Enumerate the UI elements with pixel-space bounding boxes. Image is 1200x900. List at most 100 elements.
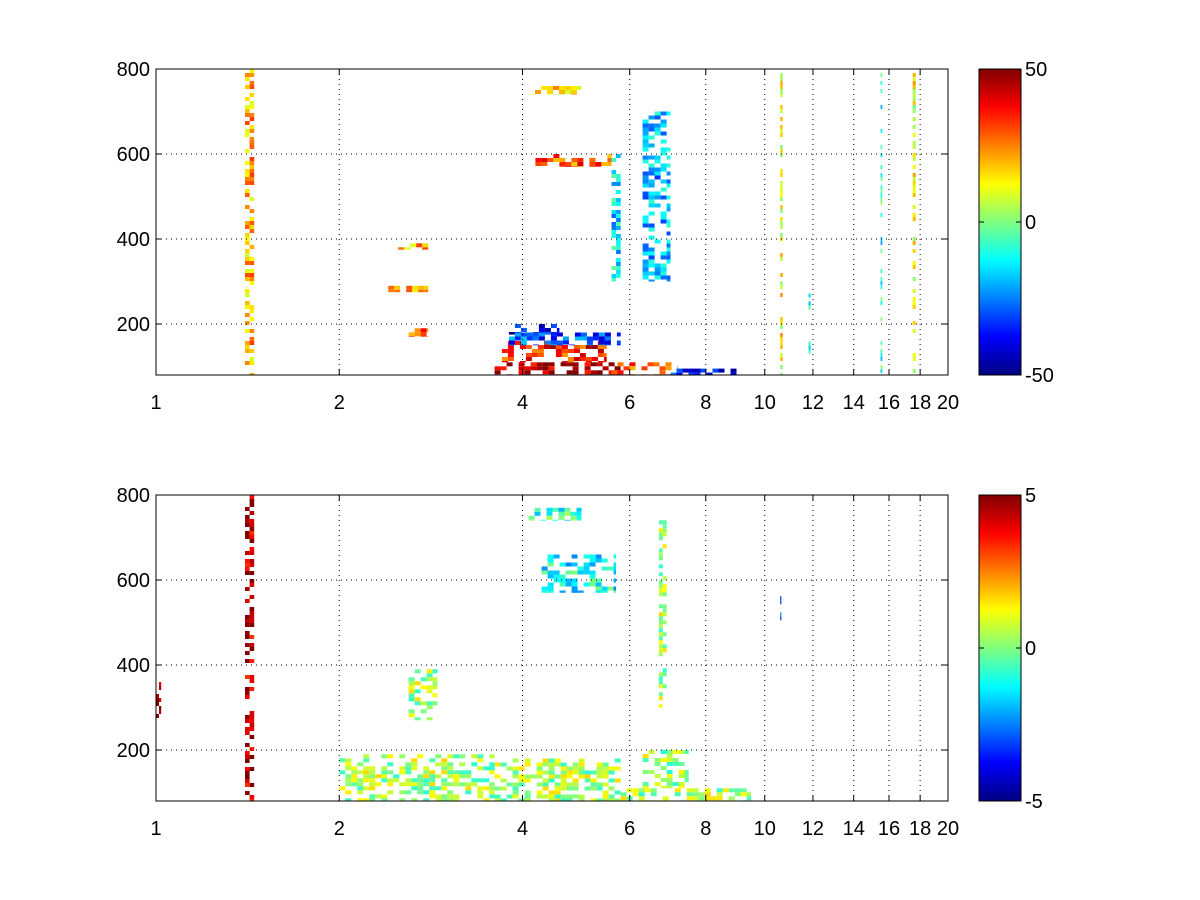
heatmap-cell bbox=[542, 770, 549, 775]
heatmap-cell bbox=[780, 281, 783, 285]
heatmap-cell bbox=[441, 758, 448, 763]
heatmap-cell bbox=[554, 782, 561, 787]
heatmap-cell bbox=[579, 345, 586, 349]
heatmap-cell bbox=[672, 762, 679, 766]
heatmap-cell bbox=[613, 590, 617, 593]
heatmap-cell bbox=[408, 713, 415, 718]
heatmap-cell bbox=[611, 234, 617, 238]
heatmap-cell bbox=[584, 366, 591, 371]
heatmap-cell bbox=[423, 798, 430, 801]
heatmap-cell bbox=[611, 198, 617, 202]
heatmap-cell bbox=[459, 762, 466, 767]
heatmap-cell bbox=[536, 774, 543, 779]
heatmap-cell bbox=[408, 677, 415, 682]
heatmap-cell bbox=[780, 181, 783, 185]
heatmap-cell bbox=[339, 786, 346, 791]
heatmap-cell bbox=[544, 328, 551, 332]
heatmap-cell bbox=[538, 328, 545, 332]
heatmap-cell bbox=[642, 243, 649, 248]
heatmap-cell bbox=[808, 349, 811, 354]
heatmap-cell bbox=[245, 193, 250, 197]
heatmap-cell bbox=[405, 778, 412, 783]
heatmap-cell bbox=[912, 173, 916, 177]
heatmap-cell bbox=[590, 786, 597, 791]
heatmap-cell bbox=[780, 341, 783, 345]
heatmap-cell bbox=[381, 766, 388, 771]
heatmap-cell bbox=[746, 796, 752, 801]
heatmap-cell bbox=[616, 154, 621, 158]
heatmap-cell bbox=[654, 175, 661, 180]
heatmap-cell bbox=[524, 370, 531, 375]
heatmap-cell bbox=[453, 754, 460, 759]
heatmap-cell bbox=[604, 344, 611, 346]
heatmap-cell bbox=[706, 372, 713, 375]
heatmap-cell bbox=[566, 786, 573, 791]
heatmap-cell bbox=[604, 336, 611, 341]
heatmap-cell bbox=[483, 766, 490, 771]
heatmap-cell bbox=[666, 750, 673, 754]
heatmap-cell bbox=[912, 165, 916, 169]
heatmap-cell bbox=[541, 570, 548, 575]
heatmap-cell bbox=[660, 163, 667, 168]
heatmap-cell bbox=[159, 686, 162, 690]
heatmap-cell bbox=[500, 798, 507, 801]
heatmap-cell bbox=[405, 790, 412, 795]
heatmap-cell bbox=[494, 786, 501, 791]
heatmap-cell bbox=[648, 211, 655, 216]
heatmap-cell bbox=[494, 370, 501, 375]
heatmap-cell bbox=[578, 798, 585, 801]
heatmap-cell bbox=[658, 644, 663, 649]
heatmap-cell bbox=[554, 762, 561, 767]
heatmap-cell bbox=[613, 570, 617, 575]
heatmap-cell bbox=[566, 370, 573, 375]
heatmap-cell bbox=[579, 353, 586, 357]
heatmap-cell bbox=[507, 353, 514, 357]
x-tick-label: 18 bbox=[909, 392, 931, 414]
heatmap-cell bbox=[524, 794, 531, 799]
heatmap-cell bbox=[678, 782, 685, 786]
heatmap-cell bbox=[629, 366, 636, 371]
heatmap-cell bbox=[613, 586, 617, 591]
heatmap-cell bbox=[662, 668, 667, 673]
heatmap-cell bbox=[357, 786, 364, 791]
heatmap-cell bbox=[659, 370, 666, 375]
heatmap-cell bbox=[453, 778, 460, 783]
heatmap-cell bbox=[411, 762, 418, 767]
heatmap-cell bbox=[617, 370, 624, 375]
heatmap-cell bbox=[249, 305, 255, 309]
heatmap-cell bbox=[880, 197, 883, 201]
heatmap-cell bbox=[508, 344, 515, 346]
heatmap-cell bbox=[658, 612, 663, 617]
heatmap-cell bbox=[249, 607, 255, 611]
heatmap-cell bbox=[528, 519, 535, 521]
heatmap-cell bbox=[686, 792, 693, 797]
heatmap-cell bbox=[662, 576, 667, 581]
heatmap-cell bbox=[658, 616, 663, 621]
x-tick-label: 10 bbox=[754, 818, 776, 840]
heatmap-cell bbox=[648, 127, 655, 132]
heatmap-cell bbox=[780, 353, 783, 357]
heatmap-cell bbox=[684, 770, 689, 774]
heatmap-cell bbox=[912, 369, 916, 373]
heatmap-cell bbox=[245, 253, 250, 257]
heatmap-cell bbox=[648, 163, 655, 168]
heatmap-cell bbox=[249, 643, 255, 647]
heatmap-cell bbox=[500, 762, 507, 767]
heatmap-cell bbox=[682, 368, 689, 373]
heatmap-cell bbox=[583, 566, 590, 571]
heatmap-cell bbox=[245, 559, 250, 563]
heatmap-cell bbox=[518, 766, 525, 771]
heatmap-cell bbox=[597, 361, 604, 363]
heatmap-cell bbox=[560, 762, 567, 767]
heatmap-cell bbox=[249, 615, 255, 619]
heatmap-cell bbox=[780, 133, 783, 137]
heatmap-cell bbox=[559, 162, 566, 166]
heatmap-cell bbox=[524, 762, 531, 767]
heatmap-cell bbox=[518, 798, 525, 801]
heatmap-cell bbox=[658, 548, 663, 553]
heatmap-cell bbox=[654, 195, 661, 200]
heatmap-cell bbox=[471, 754, 478, 759]
heatmap-cell bbox=[642, 175, 649, 180]
heatmap-cell bbox=[465, 790, 472, 795]
heatmap-cell bbox=[602, 770, 609, 775]
